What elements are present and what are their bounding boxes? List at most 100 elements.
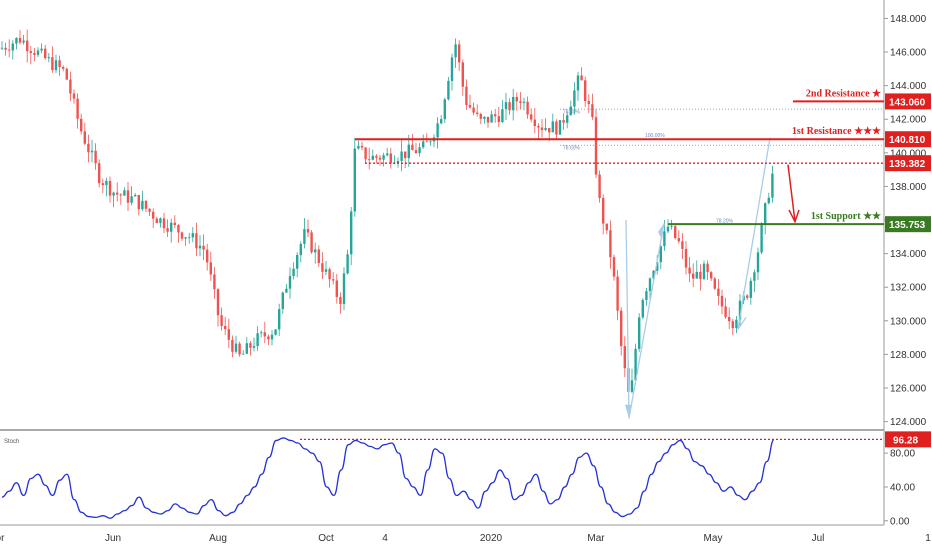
candle-body <box>638 317 641 349</box>
stoch-tick-label: 40.00 <box>890 482 915 493</box>
candle-body <box>587 101 590 105</box>
candle <box>695 260 698 279</box>
candle-body <box>191 233 194 238</box>
candle-body <box>616 276 619 311</box>
candle <box>400 140 403 172</box>
candle <box>324 260 328 276</box>
candle-body <box>623 346 626 369</box>
candle <box>699 264 702 291</box>
candle-body <box>173 222 176 226</box>
candle <box>231 335 234 358</box>
candle <box>249 341 252 356</box>
candle-body <box>98 163 101 184</box>
candle-body <box>429 141 432 143</box>
candle-body <box>598 174 601 199</box>
candle-body <box>47 57 50 59</box>
candle-body <box>494 114 497 117</box>
candle <box>260 330 263 338</box>
candle <box>108 176 112 203</box>
candle <box>382 152 385 167</box>
candle-body <box>238 343 241 355</box>
candle-body <box>767 197 770 204</box>
candle <box>396 157 400 168</box>
candle-body <box>699 271 702 280</box>
candle-body <box>180 232 184 239</box>
candle-body <box>504 102 508 110</box>
candle-body <box>548 127 551 133</box>
candle-body <box>569 106 572 116</box>
candle-body <box>605 223 608 231</box>
candle-body <box>688 267 691 274</box>
candle <box>497 107 500 128</box>
candle-body <box>360 145 364 148</box>
candle <box>65 67 68 81</box>
candle <box>335 273 338 304</box>
candle-body <box>54 60 58 71</box>
candle <box>584 76 587 107</box>
candle <box>83 122 86 146</box>
price-tick-label: 138.000 <box>890 182 927 193</box>
candle-body <box>530 114 533 120</box>
candle <box>681 232 684 260</box>
candle-body <box>231 339 234 352</box>
candle <box>414 142 418 154</box>
candle-body <box>702 263 706 280</box>
candle <box>11 40 14 60</box>
candle-body <box>44 48 47 59</box>
candle-body <box>396 160 400 163</box>
candle <box>227 318 230 349</box>
candle-body <box>746 295 749 298</box>
fib-label: 100.00% <box>645 133 665 139</box>
candle <box>76 93 79 129</box>
candle <box>666 219 670 234</box>
candle <box>436 117 439 149</box>
price-tick-label: 130.000 <box>890 316 927 327</box>
candle-body <box>378 157 382 160</box>
candle-body <box>522 101 526 103</box>
candle <box>292 262 295 280</box>
candle-body <box>339 296 342 304</box>
candle <box>112 191 115 208</box>
price-tick-label: 148.000 <box>890 14 927 25</box>
candle-body <box>76 98 79 119</box>
candle <box>533 108 536 134</box>
candle-body <box>533 119 536 127</box>
candle-body <box>710 272 713 279</box>
stoch-value-label: 96.28 <box>893 435 918 446</box>
candle <box>126 181 130 211</box>
price-tag: 139.382 <box>885 155 931 172</box>
candle-body <box>116 192 119 195</box>
fib-label: 78.60% <box>563 145 581 151</box>
candle <box>537 123 540 139</box>
candle <box>504 92 508 121</box>
candle-body <box>65 68 68 80</box>
candle-body <box>198 245 202 249</box>
candle <box>285 284 288 293</box>
candle-body <box>386 153 389 156</box>
candle-body <box>274 329 277 335</box>
candle-body <box>414 150 418 154</box>
candle-body <box>555 121 558 135</box>
candle-body <box>584 80 587 102</box>
candle <box>468 94 472 109</box>
time-tick-label: Jul <box>812 533 825 544</box>
candle <box>134 193 137 197</box>
candle <box>688 256 691 283</box>
level-label: 1st Resistance ★★★ <box>792 126 881 137</box>
candle-body <box>382 155 385 160</box>
candle-body <box>317 249 320 264</box>
candle-body <box>681 241 684 249</box>
candle-body <box>422 141 425 148</box>
candle <box>69 71 72 102</box>
candle-body <box>332 279 335 281</box>
candle-body <box>760 224 763 253</box>
candle <box>508 98 511 115</box>
candle-body <box>666 226 670 232</box>
time-tick-label: Oct <box>318 533 334 544</box>
candle-body <box>353 148 356 212</box>
stoch-line <box>1 437 775 519</box>
candle-body <box>508 102 511 111</box>
price-tick-label: 144.000 <box>890 81 927 92</box>
candle <box>720 289 724 315</box>
candle <box>566 112 569 129</box>
